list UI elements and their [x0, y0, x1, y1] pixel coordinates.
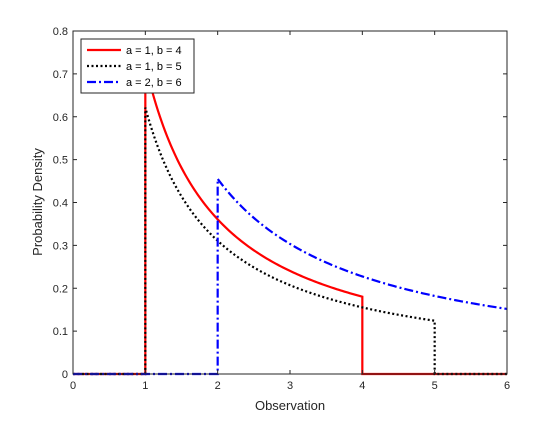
x-ticks: 0 1 2 3 4 5 6 [70, 31, 510, 392]
y-tick-label: 0.1 [53, 326, 68, 338]
y-tick-label: 0.7 [53, 69, 68, 81]
y-tick-label: 0 [62, 369, 68, 381]
y-tick-label: 0.2 [53, 283, 68, 295]
y-axis-label: Probability Density [30, 148, 45, 256]
y-ticks: 0 0.1 0.2 0.3 0.4 0.5 0.6 0.7 0.8 [53, 26, 507, 381]
x-tick-label: 2 [215, 380, 221, 392]
y-tick-label: 0.4 [53, 198, 68, 210]
series-line [73, 175, 508, 376]
x-tick-label: 3 [287, 380, 293, 392]
y-tick-label: 0.6 [53, 112, 68, 124]
legend-label: a = 1, b = 5 [126, 61, 182, 73]
y-tick-label: 0.5 [53, 155, 68, 167]
legend-box [80, 38, 195, 94]
legend: a = 1, b = 4 a = 1, b = 5 a = 2, b = 6 [80, 38, 195, 94]
y-tick-label: 0.3 [53, 240, 68, 252]
x-tick-label: 5 [432, 380, 438, 392]
x-tick-label: 0 [70, 380, 76, 392]
series-layer [73, 64, 508, 376]
series-line [73, 64, 507, 376]
x-tick-label: 1 [142, 380, 148, 392]
x-tick-label: 4 [359, 380, 365, 392]
series-line [73, 107, 507, 376]
x-tick-label: 6 [504, 380, 510, 392]
legend-label: a = 1, b = 4 [126, 45, 182, 57]
y-tick-label: 0.8 [53, 26, 68, 38]
legend-label: a = 2, b = 6 [126, 77, 182, 89]
x-axis-label: Observation [255, 398, 325, 413]
